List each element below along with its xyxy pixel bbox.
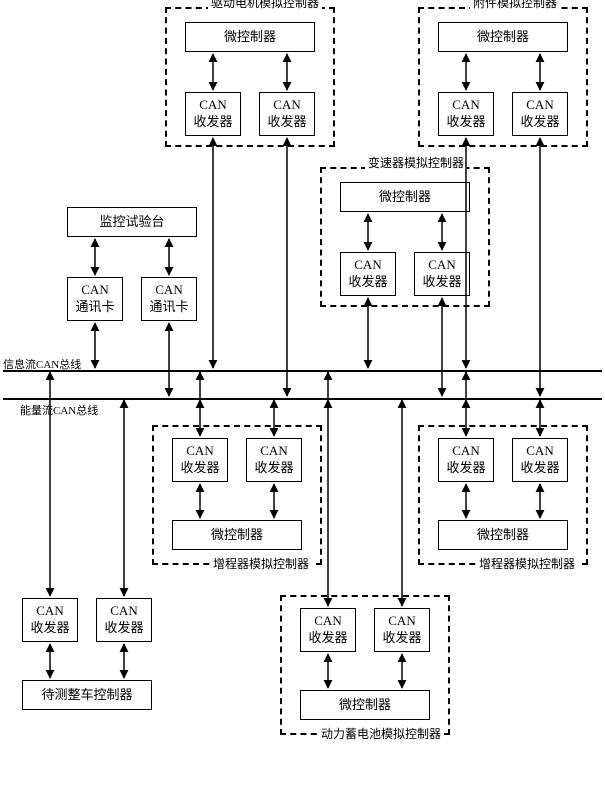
connector-arrows bbox=[0, 0, 605, 791]
